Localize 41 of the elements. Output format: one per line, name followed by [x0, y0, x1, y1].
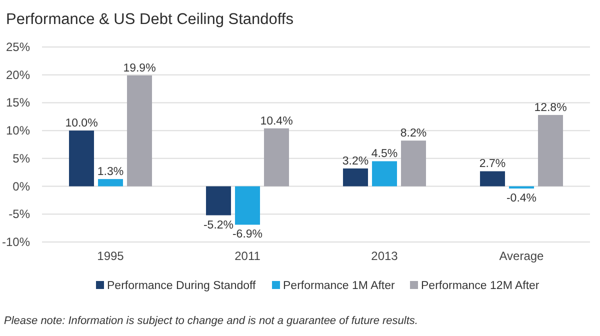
bar: [98, 179, 123, 186]
y-tick-label: 10%: [6, 124, 30, 138]
y-tick-label: 25%: [6, 40, 30, 54]
x-tick-label: Average: [499, 249, 544, 263]
text: 1.3%: [97, 166, 124, 178]
text: -6.9%: [232, 228, 263, 241]
y-tick-label: 0%: [12, 179, 30, 194]
y-tick-label: 20%: [6, 68, 30, 82]
y-tick-label: 15%: [6, 96, 30, 110]
x-tick-label: 2011: [234, 249, 261, 263]
chart-title: Performance & US Debt Ceiling Standoffs: [6, 11, 294, 28]
y-tick-label: -10%: [2, 235, 30, 249]
text: 3.2%: [342, 155, 369, 168]
text: 4.5%: [371, 148, 398, 160]
bar: [480, 171, 505, 186]
bar: [206, 186, 231, 216]
text: 10.0%: [65, 118, 98, 130]
text: 12.8%: [534, 102, 567, 114]
bar: [343, 168, 368, 186]
text: -0.4%: [506, 192, 537, 205]
bar: [69, 130, 94, 186]
text: Please note: Information is subject to change and is not a guarantee of future results.: [4, 315, 418, 327]
bar: [372, 161, 397, 186]
bar: [538, 114, 563, 186]
text: 2.7%: [479, 158, 506, 170]
bar: [264, 128, 289, 186]
bar: [235, 186, 260, 225]
legend-label: Performance 12M After: [421, 280, 540, 292]
bar: [401, 140, 426, 186]
x-tick-label: 1995: [97, 249, 124, 263]
legend-label: Performance During Standoff: [107, 280, 257, 292]
bar: [127, 75, 152, 186]
y-tick-label: 5%: [12, 151, 30, 166]
text: 10.4%: [260, 115, 293, 128]
text: 8.2%: [400, 128, 427, 140]
legend-label: Performance 1M After: [283, 280, 396, 292]
y-tick-label: -5%: [8, 207, 30, 222]
text: 19.9%: [123, 62, 156, 74]
bar: [509, 186, 534, 189]
text: -5.2%: [203, 219, 234, 232]
x-tick-label: 2013: [371, 249, 398, 263]
